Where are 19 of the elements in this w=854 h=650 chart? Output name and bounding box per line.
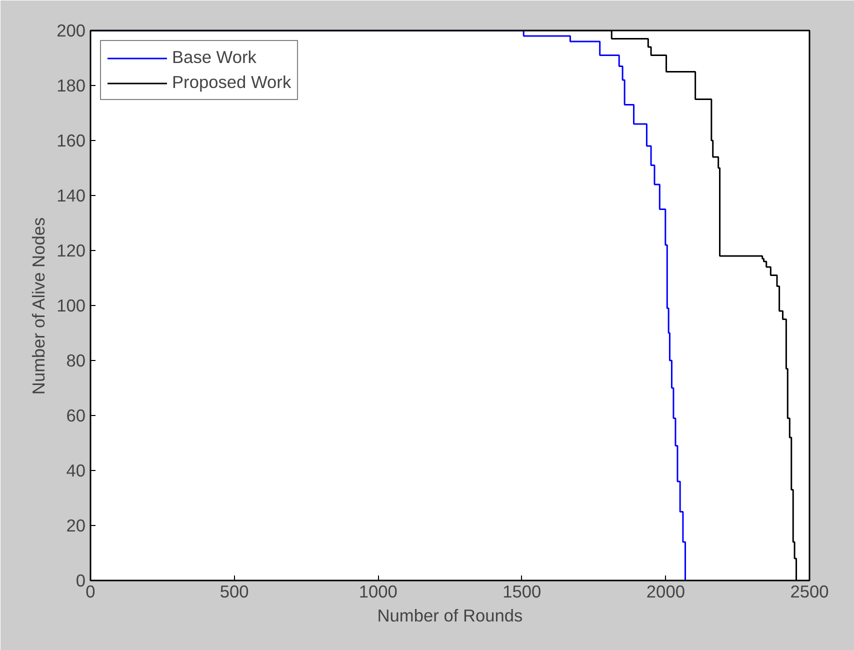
y-axis-title: Number of Alive Nodes — [28, 217, 49, 395]
y-tick-label: 180 — [56, 76, 86, 96]
x-tick-label: 1000 — [358, 582, 398, 602]
x-tick-label: 500 — [220, 582, 249, 602]
y-tick-label: 40 — [66, 460, 86, 480]
y-tick-label: 100 — [56, 296, 86, 316]
x-tick-label: 2500 — [790, 582, 829, 602]
y-tick-label: 120 — [56, 240, 86, 260]
y-tick-label: 20 — [66, 516, 86, 536]
legend-label: Base Work — [172, 47, 256, 68]
x-tick-label: 1500 — [502, 582, 542, 602]
x-tick-label: 2000 — [646, 582, 685, 602]
y-tick-label: 200 — [56, 20, 86, 40]
y-tick-label: 60 — [66, 406, 86, 426]
y-tick-label: 80 — [66, 350, 86, 370]
legend-label: Proposed Work — [172, 72, 292, 93]
y-tick-label: 140 — [56, 186, 86, 206]
x-axis-title: Number of Rounds — [377, 606, 524, 626]
y-tick-label: 160 — [56, 130, 86, 150]
